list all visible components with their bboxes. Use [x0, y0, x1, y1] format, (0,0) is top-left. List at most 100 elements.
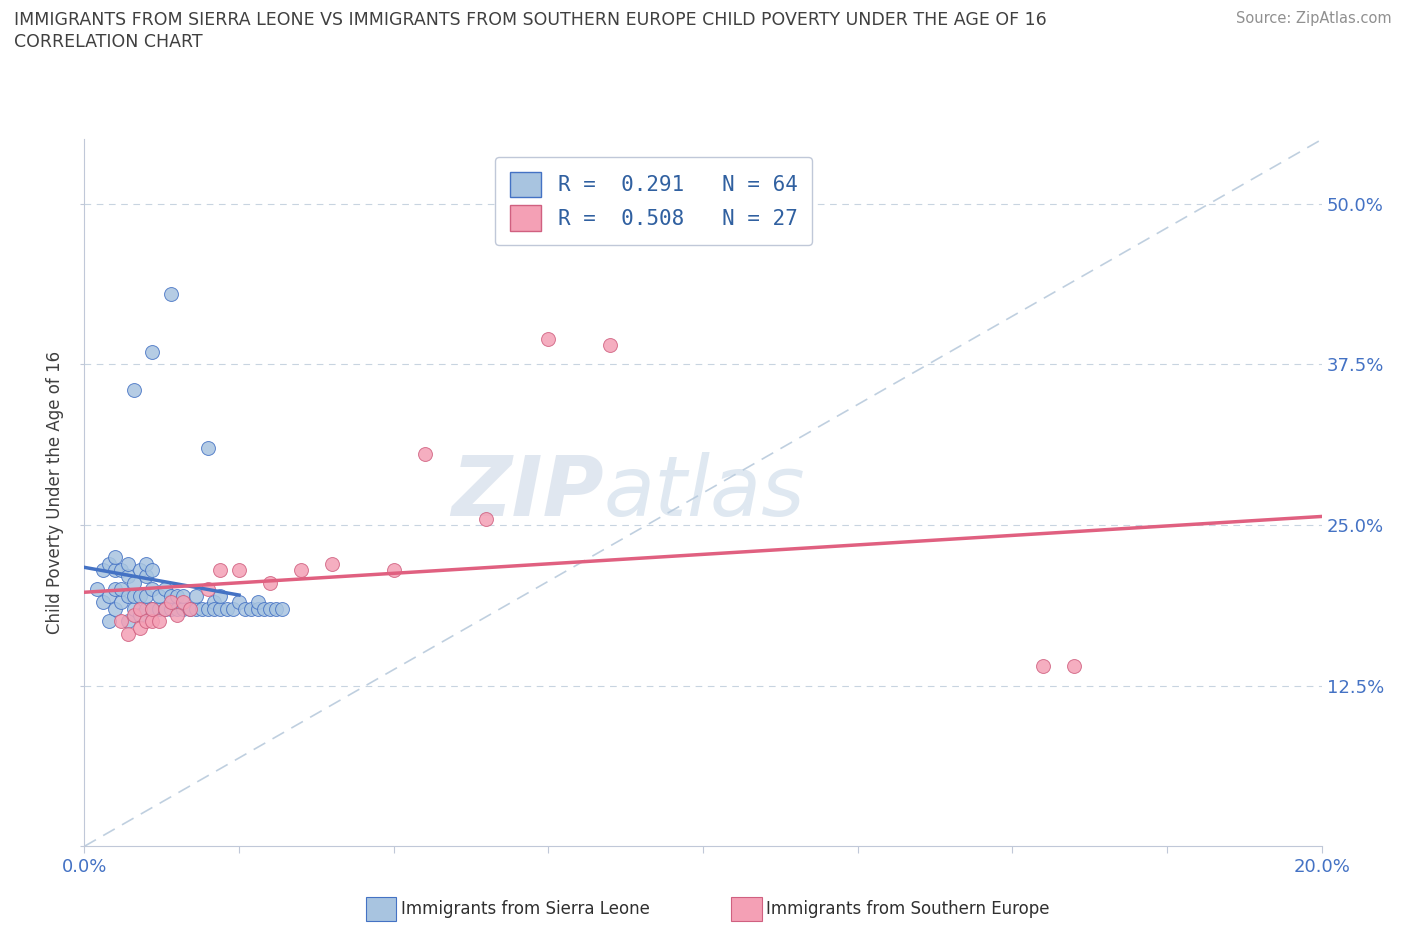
Point — [160, 601, 183, 616]
Point — [91, 563, 114, 578]
Point — [141, 601, 163, 616]
Point — [202, 601, 225, 616]
Point — [110, 614, 132, 629]
Point — [197, 601, 219, 616]
Text: atlas: atlas — [605, 452, 806, 534]
Point — [110, 582, 132, 597]
Text: IMMIGRANTS FROM SIERRA LEONE VS IMMIGRANTS FROM SOUTHERN EUROPE CHILD POVERTY UN: IMMIGRANTS FROM SIERRA LEONE VS IMMIGRAN… — [14, 11, 1047, 29]
Point — [413, 447, 436, 462]
Point — [246, 594, 269, 609]
Point — [135, 601, 157, 616]
Point — [321, 556, 343, 571]
Point — [172, 601, 194, 616]
Point — [98, 556, 121, 571]
Point — [202, 594, 225, 609]
Point — [209, 601, 232, 616]
Point — [91, 594, 114, 609]
Text: Immigrants from Sierra Leone: Immigrants from Sierra Leone — [401, 899, 650, 918]
Point — [141, 563, 163, 578]
Point — [166, 601, 188, 616]
Point — [110, 594, 132, 609]
Point — [209, 563, 232, 578]
Point — [1063, 659, 1085, 674]
Y-axis label: Child Poverty Under the Age of 16: Child Poverty Under the Age of 16 — [46, 352, 65, 634]
Point — [117, 589, 139, 604]
Point — [233, 601, 256, 616]
Point — [129, 601, 152, 616]
Point — [153, 601, 176, 616]
Point — [117, 556, 139, 571]
Point — [122, 601, 145, 616]
Point — [86, 582, 108, 597]
Point — [259, 601, 281, 616]
Point — [184, 601, 207, 616]
Legend: R =  0.291   N = 64, R =  0.508   N = 27: R = 0.291 N = 64, R = 0.508 N = 27 — [495, 157, 813, 246]
Point — [122, 382, 145, 397]
Point — [537, 331, 560, 346]
Point — [197, 441, 219, 456]
Point — [98, 589, 121, 604]
Point — [141, 344, 163, 359]
Point — [215, 601, 238, 616]
Point — [179, 601, 201, 616]
Point — [184, 589, 207, 604]
Point — [475, 512, 498, 526]
Point — [166, 607, 188, 622]
Point — [599, 338, 621, 352]
Point — [160, 594, 183, 609]
Point — [228, 594, 250, 609]
Point — [382, 563, 405, 578]
Point — [172, 589, 194, 604]
Point — [141, 601, 163, 616]
Text: Immigrants from Southern Europe: Immigrants from Southern Europe — [766, 899, 1050, 918]
Point — [259, 576, 281, 591]
Point — [141, 582, 163, 597]
Text: Source: ZipAtlas.com: Source: ZipAtlas.com — [1236, 11, 1392, 26]
Point — [148, 601, 170, 616]
Point — [104, 601, 127, 616]
Point — [141, 614, 163, 629]
Point — [135, 556, 157, 571]
Point — [166, 589, 188, 604]
Point — [209, 589, 232, 604]
Point — [153, 582, 176, 597]
Point — [117, 627, 139, 642]
Point — [222, 601, 245, 616]
Point — [129, 563, 152, 578]
Point — [179, 601, 201, 616]
Point — [122, 589, 145, 604]
Point — [135, 569, 157, 584]
Point — [191, 601, 214, 616]
Point — [172, 594, 194, 609]
Point — [122, 576, 145, 591]
Point — [129, 589, 152, 604]
Point — [104, 550, 127, 565]
Point — [264, 601, 287, 616]
Point — [148, 614, 170, 629]
Point — [104, 563, 127, 578]
Point — [240, 601, 263, 616]
Point — [98, 614, 121, 629]
Point — [135, 589, 157, 604]
Point — [129, 607, 152, 622]
Point — [122, 607, 145, 622]
Point — [135, 614, 157, 629]
Point — [129, 620, 152, 635]
Point — [117, 569, 139, 584]
Point — [253, 601, 276, 616]
Point — [197, 582, 219, 597]
Text: CORRELATION CHART: CORRELATION CHART — [14, 33, 202, 50]
Point — [148, 589, 170, 604]
Point — [110, 563, 132, 578]
Point — [160, 286, 183, 301]
Point — [160, 589, 183, 604]
Point — [104, 582, 127, 597]
Point — [246, 601, 269, 616]
Point — [228, 563, 250, 578]
Point — [1032, 659, 1054, 674]
Point — [117, 614, 139, 629]
Text: ZIP: ZIP — [451, 452, 605, 534]
Point — [271, 601, 294, 616]
Point — [290, 563, 312, 578]
Point — [153, 601, 176, 616]
